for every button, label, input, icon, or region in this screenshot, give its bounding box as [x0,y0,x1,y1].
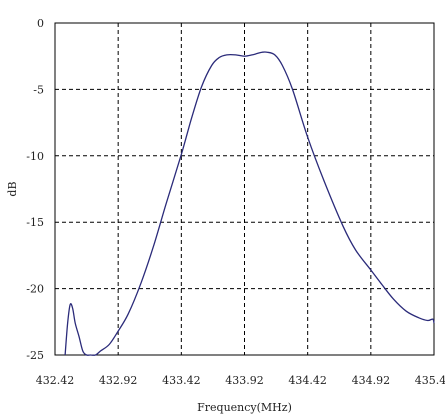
y-tick-label: 0 [37,17,44,30]
y-tick-label: -5 [33,83,44,96]
plot-frame [54,22,435,356]
x-tick-label: 434.92 [352,374,391,387]
tick-labels: 0 -5 -10 -15 -20 -25 432.42 432.92 433.42 433.92 4… [26,17,445,387]
grid [55,23,434,355]
x-tick-label: 435.42 [415,374,445,387]
x-tick-label: 432.92 [99,374,138,387]
x-tick-label: 433.92 [225,374,264,387]
x-axis-label: Frequency(MHz) [197,401,292,414]
series-line [64,51,435,356]
series [64,51,435,356]
x-tick-label: 432.42 [36,374,75,387]
y-tick-label: -10 [26,150,44,163]
x-tick-label: 433.42 [162,374,201,387]
x-tick-label: 434.42 [288,374,327,387]
y-tick-label: -20 [26,283,44,296]
y-axis-label: dB [6,181,19,196]
y-tick-label: -25 [26,349,44,362]
y-tick-label: -15 [26,216,44,229]
